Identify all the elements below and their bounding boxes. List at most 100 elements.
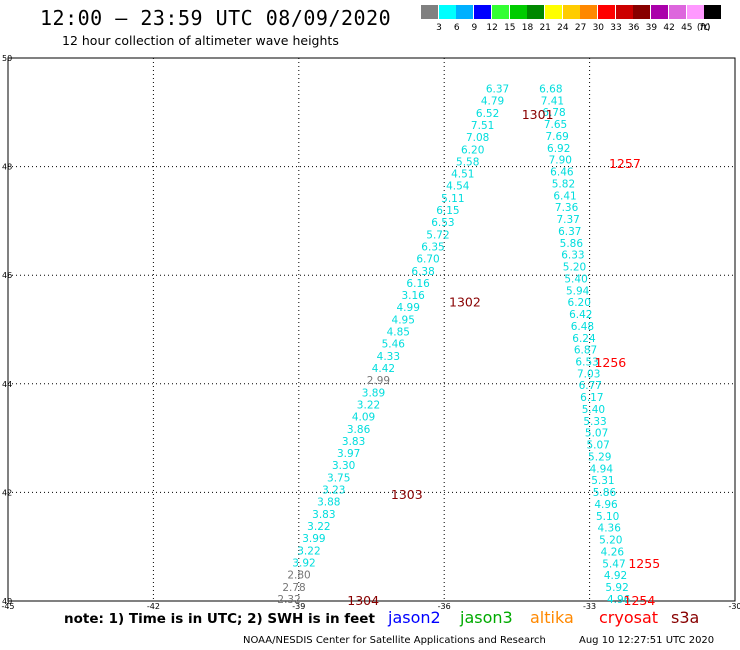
wave-height-value: 4.99 bbox=[397, 302, 420, 314]
wave-height-value: 5.58 bbox=[456, 156, 479, 168]
wave-height-value: 5.94 bbox=[566, 285, 590, 297]
x-tick-label: -45 bbox=[1, 602, 14, 611]
wave-height-value: 6.48 bbox=[571, 321, 594, 333]
wave-height-value: 7.08 bbox=[466, 132, 489, 144]
color-swatch-label: 70 bbox=[698, 23, 711, 33]
wave-height-value: 7.90 bbox=[549, 155, 572, 167]
color-swatch-label: 36 bbox=[627, 23, 640, 33]
wave-height-value: 6.41 bbox=[553, 190, 576, 202]
wave-height-value: 5.20 bbox=[563, 262, 586, 274]
wave-height-value: 6.15 bbox=[436, 205, 459, 217]
wave-height-value: 4.96 bbox=[594, 499, 618, 511]
y-tick-label: 40 bbox=[2, 597, 12, 606]
wave-height-value: 3.30 bbox=[332, 460, 355, 472]
y-tick-label: 44 bbox=[2, 380, 12, 389]
wave-height-value: 4.94 bbox=[590, 463, 614, 475]
color-swatch-label: 21 bbox=[539, 23, 551, 33]
color-swatch bbox=[651, 5, 669, 19]
wave-height-value: 3.22 bbox=[307, 521, 330, 533]
credit-line: NOAA/NESDIS Center for Satellite Applica… bbox=[243, 635, 546, 646]
y-tick-label: 48 bbox=[2, 163, 12, 172]
pass-time-label: 1257 bbox=[609, 156, 641, 171]
wave-height-value: 6.37 bbox=[486, 83, 509, 95]
wave-height-value: 4.36 bbox=[598, 523, 622, 535]
wave-height-value: 4.85 bbox=[387, 327, 410, 339]
wave-height-value: 3.23 bbox=[322, 485, 345, 497]
wave-height-value: 2.80 bbox=[287, 570, 310, 582]
wave-height-value: 6.37 bbox=[558, 226, 581, 238]
y-tick-label: 50 bbox=[2, 54, 12, 63]
wave-height-value: 3.88 bbox=[317, 497, 340, 509]
chart-subtitle: 12 hour collection of altimeter wave hei… bbox=[62, 33, 339, 48]
color-swatch bbox=[598, 5, 615, 19]
color-swatch-label: 9 bbox=[471, 23, 478, 33]
wave-height-value: 6.53 bbox=[575, 357, 598, 369]
satellite-label-s3a: s3a bbox=[671, 608, 700, 627]
color-swatch-label: 12 bbox=[486, 23, 498, 33]
wave-height-value: 6.16 bbox=[406, 278, 430, 290]
wave-height-value: 6.20 bbox=[461, 144, 484, 156]
color-swatch bbox=[668, 5, 686, 19]
satellite-label-altika: altika bbox=[530, 608, 574, 627]
wave-height-value: 3.75 bbox=[327, 472, 350, 484]
x-tick-label: -42 bbox=[147, 602, 160, 611]
wave-height-value: 5.86 bbox=[593, 487, 617, 499]
wave-height-value: 3.83 bbox=[342, 436, 365, 448]
pass-time-label: 1301 bbox=[522, 107, 554, 122]
wave-height-value: 2.32 bbox=[277, 594, 300, 606]
color-swatch-label: 39 bbox=[645, 23, 658, 33]
wave-height-value: 6.20 bbox=[568, 297, 591, 309]
wave-height-value: 3.99 bbox=[302, 533, 325, 545]
wave-height-value: 7.69 bbox=[545, 131, 568, 143]
generation-timestamp: Aug 10 12:27:51 UTC 2020 bbox=[579, 635, 715, 646]
wave-height-value: 3.86 bbox=[347, 424, 371, 436]
wave-height-value: 5.10 bbox=[596, 511, 619, 523]
color-swatch bbox=[615, 5, 633, 19]
wave-height-value: 4.79 bbox=[481, 96, 504, 108]
wave-height-value: 7.65 bbox=[544, 119, 567, 131]
wave-height-value: 5.07 bbox=[586, 440, 609, 452]
x-tick-label: -36 bbox=[438, 602, 451, 611]
wave-height-value: 6.24 bbox=[572, 333, 596, 345]
wave-height-value: 3.83 bbox=[312, 509, 335, 521]
pass-time-label: 1302 bbox=[449, 294, 481, 309]
color-swatch bbox=[580, 5, 598, 19]
wave-height-value: 2.99 bbox=[367, 375, 390, 387]
x-tick-label: -39 bbox=[292, 602, 305, 611]
color-swatch-label: 33 bbox=[610, 23, 622, 33]
wave-height-value: 5.29 bbox=[588, 451, 611, 463]
satellite-label-jason2: jason2 bbox=[388, 608, 441, 627]
wave-height-value: 6.17 bbox=[580, 392, 603, 404]
wave-height-value: 6.46 bbox=[550, 167, 574, 179]
wave-height-value: 3.16 bbox=[401, 290, 425, 302]
wave-height-value: 6.42 bbox=[569, 309, 592, 321]
color-swatch bbox=[474, 5, 492, 19]
color-swatch-label: 30 bbox=[592, 23, 605, 33]
wave-height-value: 6.92 bbox=[547, 143, 570, 155]
color-swatch-label: 27 bbox=[574, 23, 587, 33]
color-swatch-label: 42 bbox=[663, 23, 675, 33]
wave-height-value: 5.31 bbox=[591, 475, 614, 487]
color-legend-unit: (ft) bbox=[696, 23, 711, 33]
wave-height-value: 7.37 bbox=[556, 214, 579, 226]
color-swatch bbox=[491, 5, 509, 19]
wave-height-value: 3.22 bbox=[297, 545, 320, 557]
y-tick-label: 46 bbox=[2, 271, 12, 280]
wave-height-value: 6.70 bbox=[416, 254, 439, 266]
wave-height-value: 5.86 bbox=[560, 238, 584, 250]
color-swatch-label: 6 bbox=[453, 23, 460, 33]
wave-height-value: 3.89 bbox=[362, 387, 385, 399]
wave-height-value: 5.40 bbox=[582, 404, 605, 416]
wave-height-value: 4.92 bbox=[604, 570, 627, 582]
wave-height-value: 7.51 bbox=[471, 120, 494, 132]
footer-note: note: 1) Time is in UTC; 2) SWH is in fe… bbox=[64, 611, 375, 627]
color-swatch bbox=[544, 5, 562, 19]
color-swatch bbox=[704, 5, 722, 19]
chart-title: 12:00 – 23:59 UTC 08/09/2020 bbox=[40, 6, 392, 30]
color-swatch-label: 24 bbox=[557, 23, 569, 33]
y-tick-label: 42 bbox=[2, 488, 12, 497]
wave-height-value: 5.72 bbox=[426, 229, 449, 241]
wave-height-value: 6.35 bbox=[421, 241, 444, 253]
color-swatch-label: 3 bbox=[436, 23, 442, 33]
